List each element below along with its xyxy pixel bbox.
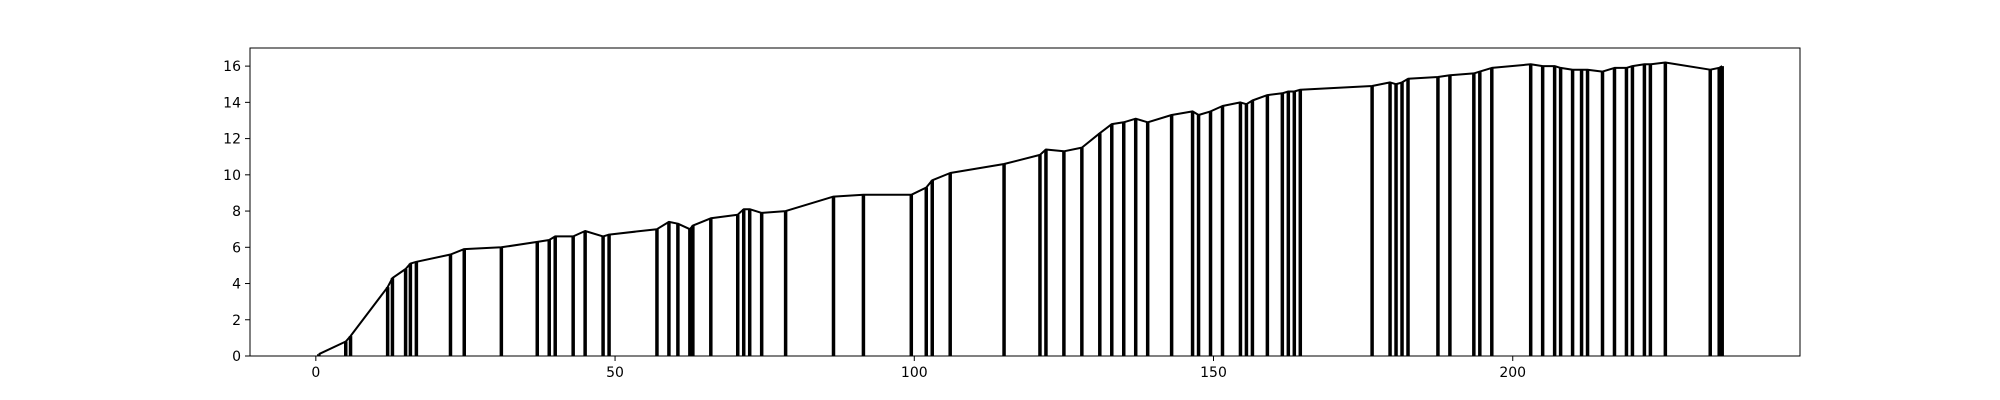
- x-tick-label-200: 200: [1499, 365, 1526, 381]
- y-tick-label-6: 6: [232, 240, 241, 256]
- y-axis: 0 2 4 6 8 10 12 14 16: [223, 59, 250, 365]
- x-tick-label-150: 150: [1200, 365, 1227, 381]
- x-tick-label-50: 50: [606, 365, 624, 381]
- series-line: [318, 61, 1723, 356]
- plot-frame: [249, 47, 1801, 357]
- y-tick-label-12: 12: [223, 132, 241, 148]
- vertical-bars: [317, 62, 1724, 356]
- y-tick-label-4: 4: [232, 277, 241, 293]
- y-tick-label-2: 2: [232, 313, 241, 329]
- x-tick-label-0: 0: [311, 365, 320, 381]
- x-tick-label-100: 100: [901, 365, 928, 381]
- y-tick-label-8: 8: [232, 204, 241, 220]
- y-tick-label-16: 16: [223, 59, 241, 75]
- x-axis: 0 50 100 150 200: [311, 356, 1526, 381]
- y-tick-label-10: 10: [223, 168, 241, 184]
- y-tick-label-0: 0: [232, 349, 241, 365]
- y-tick-label-14: 14: [223, 95, 241, 111]
